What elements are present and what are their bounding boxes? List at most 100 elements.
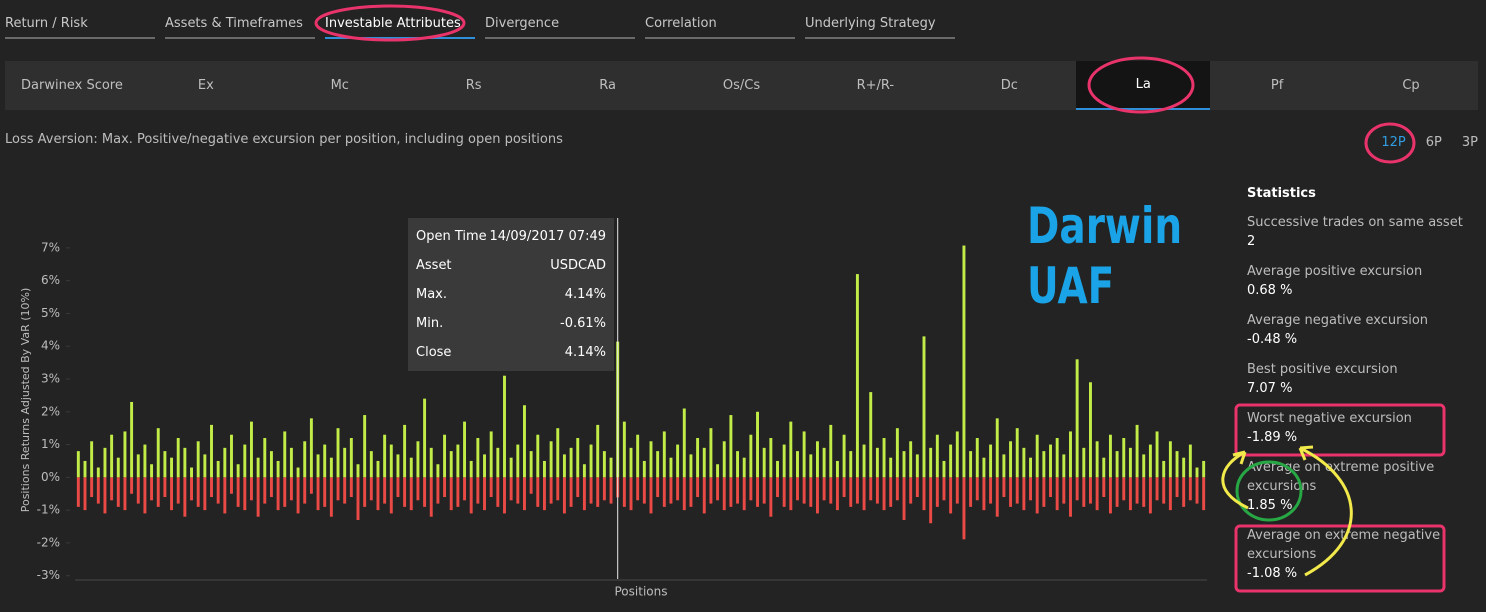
bar [1102, 457, 1106, 478]
bar [549, 441, 553, 478]
tooltip-row: Min. -0.61% [408, 309, 614, 338]
bar [902, 477, 906, 520]
attribute-tab[interactable]: Dc [1000, 78, 1018, 93]
bar [383, 434, 387, 478]
bar [729, 477, 733, 507]
bar [869, 392, 873, 478]
bar [469, 477, 473, 514]
bar [1195, 467, 1199, 478]
bar [456, 444, 460, 478]
bar [436, 477, 440, 504]
bar [90, 441, 94, 478]
bar [809, 454, 813, 478]
attribute-tab[interactable]: Ex [197, 78, 214, 93]
bar [716, 464, 720, 478]
nav-tab[interactable]: Return / Risk [5, 14, 155, 39]
bar [1202, 460, 1206, 478]
bar [1075, 359, 1079, 478]
bar [343, 447, 347, 478]
bar [516, 477, 520, 504]
statistic-value: -1.89 % [1247, 430, 1298, 445]
bar [969, 451, 973, 478]
statistic-value: -0.48 % [1247, 332, 1298, 347]
y-axis-label: Positions Returns Adjusted By VaR (10%) [19, 288, 32, 513]
tooltip-label: Open Time [416, 229, 487, 244]
bar [123, 431, 127, 478]
bar [822, 447, 826, 478]
tooltip-value: 14/09/2017 07:49 [489, 229, 606, 244]
tooltip-row: Close 4.14% [408, 338, 614, 367]
bar [309, 418, 313, 478]
bar [196, 441, 200, 478]
period-button[interactable]: 3P [1461, 135, 1478, 150]
bar [1175, 477, 1179, 498]
period-button[interactable]: 12P [1381, 135, 1406, 150]
nav-tab[interactable]: Assets & Timeframes [165, 14, 315, 39]
bar [576, 438, 580, 478]
bar [782, 477, 786, 507]
attribute-tab[interactable]: Os/Cs [722, 78, 761, 93]
y-tick-label: 1% [41, 437, 60, 451]
bar [1095, 477, 1099, 511]
bar [449, 477, 453, 511]
bar [243, 444, 247, 478]
bar [1195, 477, 1199, 504]
bar [476, 477, 480, 504]
bar [835, 460, 839, 478]
bar [569, 447, 573, 478]
bar [975, 438, 979, 478]
bar [469, 460, 473, 478]
bar [1022, 447, 1026, 478]
bar [96, 477, 100, 504]
attribute-tab[interactable]: Rs [465, 78, 482, 93]
chart: -3% -2% -1% 0% 1% 2% 3% 4% 5% 6% 7% Positions Retur… [19, 218, 1207, 599]
statistics: Statistics Successive trades on same ass… [1247, 186, 1467, 594]
attribute-tab[interactable]: Pf [1270, 78, 1284, 93]
attribute-tab[interactable]: Mc [330, 78, 349, 93]
bar [909, 477, 913, 504]
bar [1015, 477, 1019, 504]
bar [249, 477, 253, 501]
bar [929, 447, 933, 478]
bar [1155, 477, 1159, 501]
bar [170, 457, 174, 478]
attribute-tab[interactable]: Darwinex Score [21, 78, 123, 93]
bar [1069, 431, 1072, 478]
bar [123, 477, 127, 511]
bar [1089, 382, 1092, 478]
attribute-tab[interactable]: Ra [599, 78, 616, 93]
bar [1082, 447, 1086, 478]
bar [136, 454, 140, 478]
bar [676, 444, 680, 478]
statistic: Average on extreme negative excursions -1… [1247, 526, 1467, 583]
bar [669, 457, 673, 478]
bar [915, 477, 919, 498]
bar [463, 421, 467, 478]
bar [523, 405, 526, 478]
nav-tab[interactable]: Correlation [645, 14, 795, 39]
statistics-title: Statistics [1247, 186, 1316, 201]
nav-tab[interactable]: Underlying Strategy [805, 14, 955, 39]
bar [449, 451, 453, 478]
bar [749, 477, 753, 501]
bar [1135, 477, 1139, 504]
bar [902, 451, 906, 478]
bar [909, 441, 913, 478]
bar [1075, 477, 1079, 501]
nav-tab[interactable]: Divergence [485, 14, 635, 39]
bar [476, 438, 480, 478]
period-button[interactable]: 6P [1425, 135, 1442, 150]
bar [776, 477, 779, 498]
bar [1035, 477, 1039, 514]
attribute-tab[interactable]: R+/R- [856, 78, 895, 93]
bar [1069, 477, 1072, 517]
bar [463, 477, 467, 501]
attribute-tab[interactable]: Cp [1402, 78, 1420, 93]
bar [596, 477, 600, 507]
bar [1055, 438, 1059, 478]
bar [629, 447, 633, 478]
x-axis-label: Positions [615, 585, 668, 599]
bar [156, 428, 160, 478]
bar [696, 477, 700, 498]
bar [869, 477, 873, 501]
